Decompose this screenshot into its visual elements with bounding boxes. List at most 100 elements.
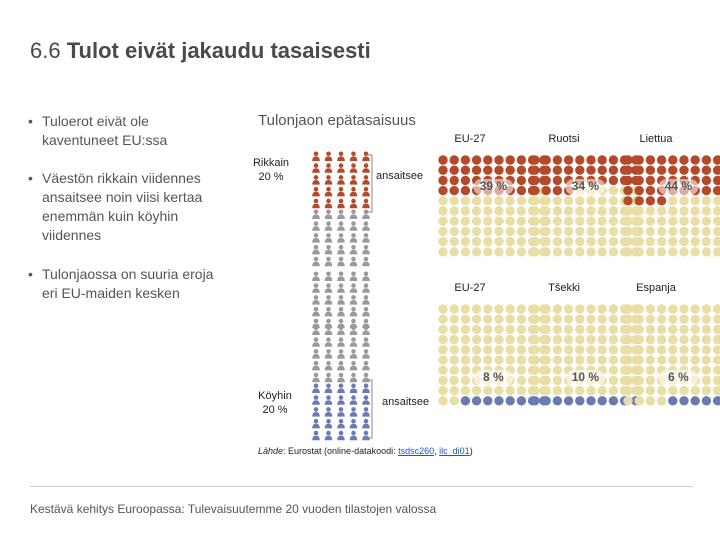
source-link[interactable]: ilc_di01: [439, 446, 470, 456]
data-dot: [668, 385, 678, 396]
person-icon: [326, 295, 331, 300]
value-label-bg: [658, 179, 699, 195]
person-icon: [362, 156, 370, 161]
person-icon: [338, 256, 344, 262]
data-dot: [645, 345, 656, 355]
data-dot: [712, 375, 720, 386]
data-dot: [623, 226, 633, 237]
person-icon: [362, 261, 370, 267]
data-dot: [645, 206, 656, 216]
person-icon: [351, 198, 356, 204]
footer-text: Kestävä kehitys Euroopassa: Tulevaisuute…: [30, 502, 437, 516]
data-dot: [701, 304, 712, 314]
data-dot: [552, 247, 563, 257]
person-icon: [338, 233, 344, 238]
data-dot: [505, 385, 515, 396]
person-icon: [363, 283, 369, 288]
person-icon: [312, 354, 320, 359]
data-dot: [597, 236, 607, 247]
person-icon: [337, 226, 345, 231]
data-dot: [530, 247, 540, 257]
data-dot: [634, 216, 644, 226]
person-icon: [338, 325, 344, 331]
data-dot: [575, 206, 585, 216]
person-icon: [338, 349, 344, 354]
data-dot: [634, 385, 644, 396]
data-dot: [701, 206, 712, 216]
data-dot: [586, 314, 596, 324]
data-dot: [471, 206, 482, 216]
data-dot: [634, 196, 644, 206]
person-icon: [312, 168, 320, 173]
data-dot: [623, 355, 633, 365]
data-dot: [530, 345, 540, 355]
person-icon: [312, 156, 320, 161]
infographic-subtitle: Tulonjaon epätasaisuus: [258, 112, 416, 129]
person-icon: [326, 271, 331, 277]
person-icon: [338, 306, 344, 312]
person-icon: [312, 276, 320, 281]
data-dot: [563, 155, 574, 165]
data-dot: [701, 165, 712, 175]
data-dot: [656, 324, 667, 335]
data-dot: [575, 304, 585, 314]
person-icon: [338, 318, 344, 324]
person-icon: [326, 306, 331, 312]
person-icon: [337, 365, 345, 371]
data-dot: [608, 314, 619, 324]
person-icon: [313, 407, 319, 412]
person-icon: [324, 180, 333, 185]
data-dot: [530, 206, 540, 216]
data-dot: [712, 355, 720, 365]
data-dot: [541, 226, 551, 237]
data-dot: [552, 175, 563, 186]
data-dot: [645, 155, 656, 165]
person-icon: [338, 271, 344, 277]
data-dot: [530, 196, 540, 206]
person-icon: [337, 342, 345, 347]
person-icon: [349, 288, 358, 293]
data-dot: [623, 345, 633, 355]
person-icon: [351, 318, 356, 324]
data-dot: [505, 355, 515, 365]
person-icon: [362, 330, 370, 335]
data-dot: [483, 226, 493, 237]
person-icon: [349, 238, 358, 243]
data-dot: [690, 385, 700, 396]
data-dot: [634, 324, 644, 335]
data-dot: [516, 185, 527, 196]
person-icon: [337, 249, 345, 255]
data-dot: [449, 385, 459, 396]
data-dot: [530, 324, 540, 335]
data-dot: [494, 355, 504, 365]
data-dot: [623, 165, 633, 175]
data-dot: [505, 196, 515, 206]
person-icon: [313, 256, 319, 262]
data-dot: [597, 324, 607, 335]
data-dot: [586, 196, 596, 206]
person-icon: [351, 430, 356, 436]
person-icon: [313, 337, 319, 342]
data-dot: [494, 385, 504, 396]
data-dot: [438, 385, 448, 396]
data-dot: [679, 165, 689, 175]
bullet-text: Tulonjaossa on suuria eroja eri EU-maide…: [42, 266, 214, 301]
person-icon: [312, 300, 320, 305]
data-dot: [668, 216, 678, 226]
data-dot: [438, 216, 448, 226]
person-icon: [362, 288, 370, 293]
data-dot: [645, 396, 656, 406]
person-icon: [312, 330, 320, 335]
person-icon: [337, 311, 345, 317]
data-dot: [690, 334, 700, 345]
source-link[interactable]: tsdsc260: [398, 446, 435, 456]
data-dot: [712, 247, 720, 257]
data-dot: [460, 304, 471, 314]
person-icon: [362, 168, 370, 173]
data-dot: [623, 304, 633, 314]
person-icon: [363, 256, 369, 262]
data-dot: [438, 365, 448, 375]
data-dot: [460, 334, 471, 345]
person-icon: [313, 198, 319, 204]
data-dot: [712, 304, 720, 314]
